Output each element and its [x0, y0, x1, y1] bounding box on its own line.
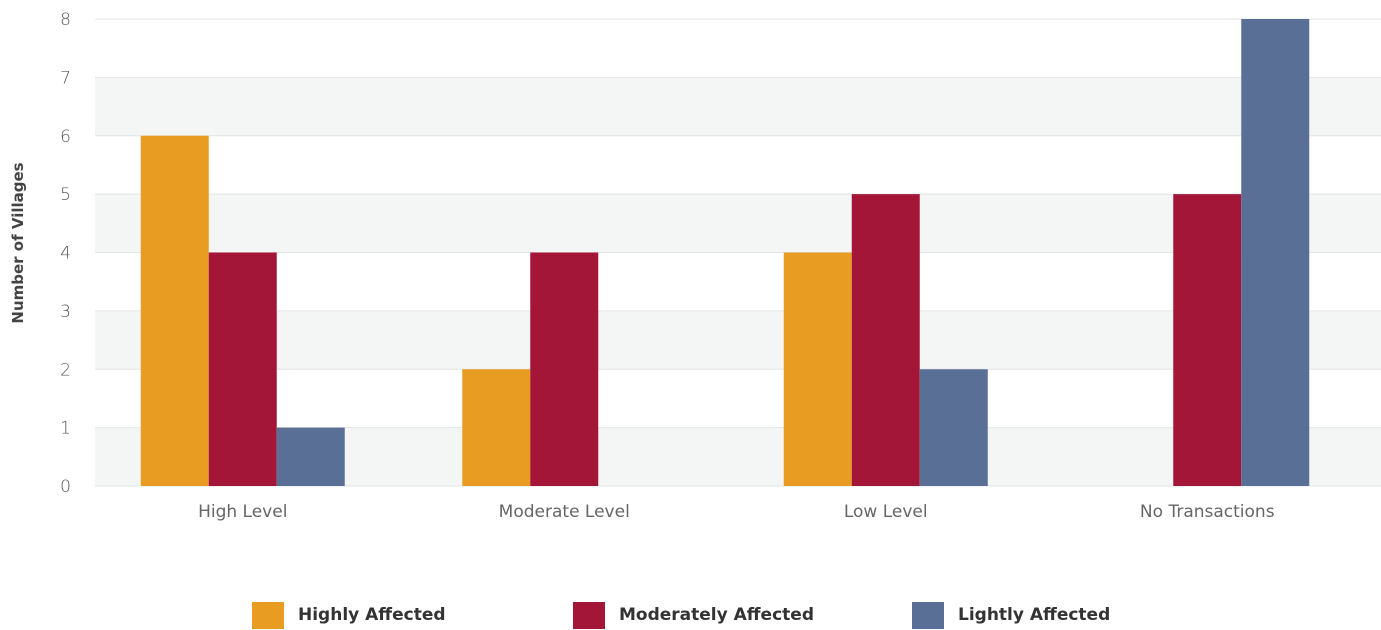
grid-band: [95, 310, 1381, 370]
y-tick-label: 7: [60, 68, 71, 88]
legend-label: Lightly Affected: [958, 605, 1111, 625]
x-tick-label: Low Level: [844, 502, 928, 522]
x-axis-ticks: High Level Moderate Level Low Level No Tran…: [198, 502, 1275, 522]
y-tick-label: 0: [60, 477, 71, 497]
legend-label: Highly Affected: [298, 605, 446, 625]
bar: [276, 427, 345, 486]
bar: [208, 252, 277, 486]
grid-bands: [95, 18, 1381, 487]
y-tick-label: 1: [60, 419, 71, 439]
legend-swatch: [252, 601, 284, 629]
y-tick-label: 5: [60, 185, 71, 205]
legend-swatch: [912, 601, 944, 629]
bar: [530, 252, 599, 486]
legend-item[interactable]: Moderately Affected: [573, 600, 814, 630]
bar: [462, 369, 531, 486]
bar: [783, 252, 852, 486]
bars: [140, 19, 1310, 486]
y-tick-label: 4: [60, 244, 71, 264]
bar: [851, 194, 920, 486]
grid-band: [95, 194, 1381, 253]
bar: [1241, 19, 1310, 486]
y-tick-label: 2: [60, 360, 71, 380]
y-tick-label: 6: [60, 127, 71, 147]
bar: [1173, 194, 1242, 486]
y-axis-ticks: 0 1 2 3 4 5 6 7 8: [60, 10, 71, 497]
y-axis-label: Number of Villages: [9, 162, 27, 323]
bar: [140, 135, 209, 486]
x-tick-label: High Level: [198, 502, 287, 522]
bar: [919, 369, 988, 486]
legend-swatch: [573, 601, 605, 629]
legend-item[interactable]: Highly Affected: [252, 600, 446, 630]
y-tick-label: 3: [60, 302, 71, 322]
legend-label: Moderately Affected: [619, 605, 814, 625]
x-tick-label: Moderate Level: [499, 502, 630, 522]
bar-chart: 0 1 2 3 4 5 6 7 8 High Level Moderate Level Low Le…: [9, 10, 1381, 522]
x-tick-label: No Transactions: [1140, 502, 1275, 522]
grid-band: [95, 77, 1381, 136]
legend: Highly Affected Moderately Affected Lightl…: [0, 600, 1381, 630]
y-tick-label: 8: [60, 10, 71, 30]
legend-item[interactable]: Lightly Affected: [912, 600, 1110, 630]
